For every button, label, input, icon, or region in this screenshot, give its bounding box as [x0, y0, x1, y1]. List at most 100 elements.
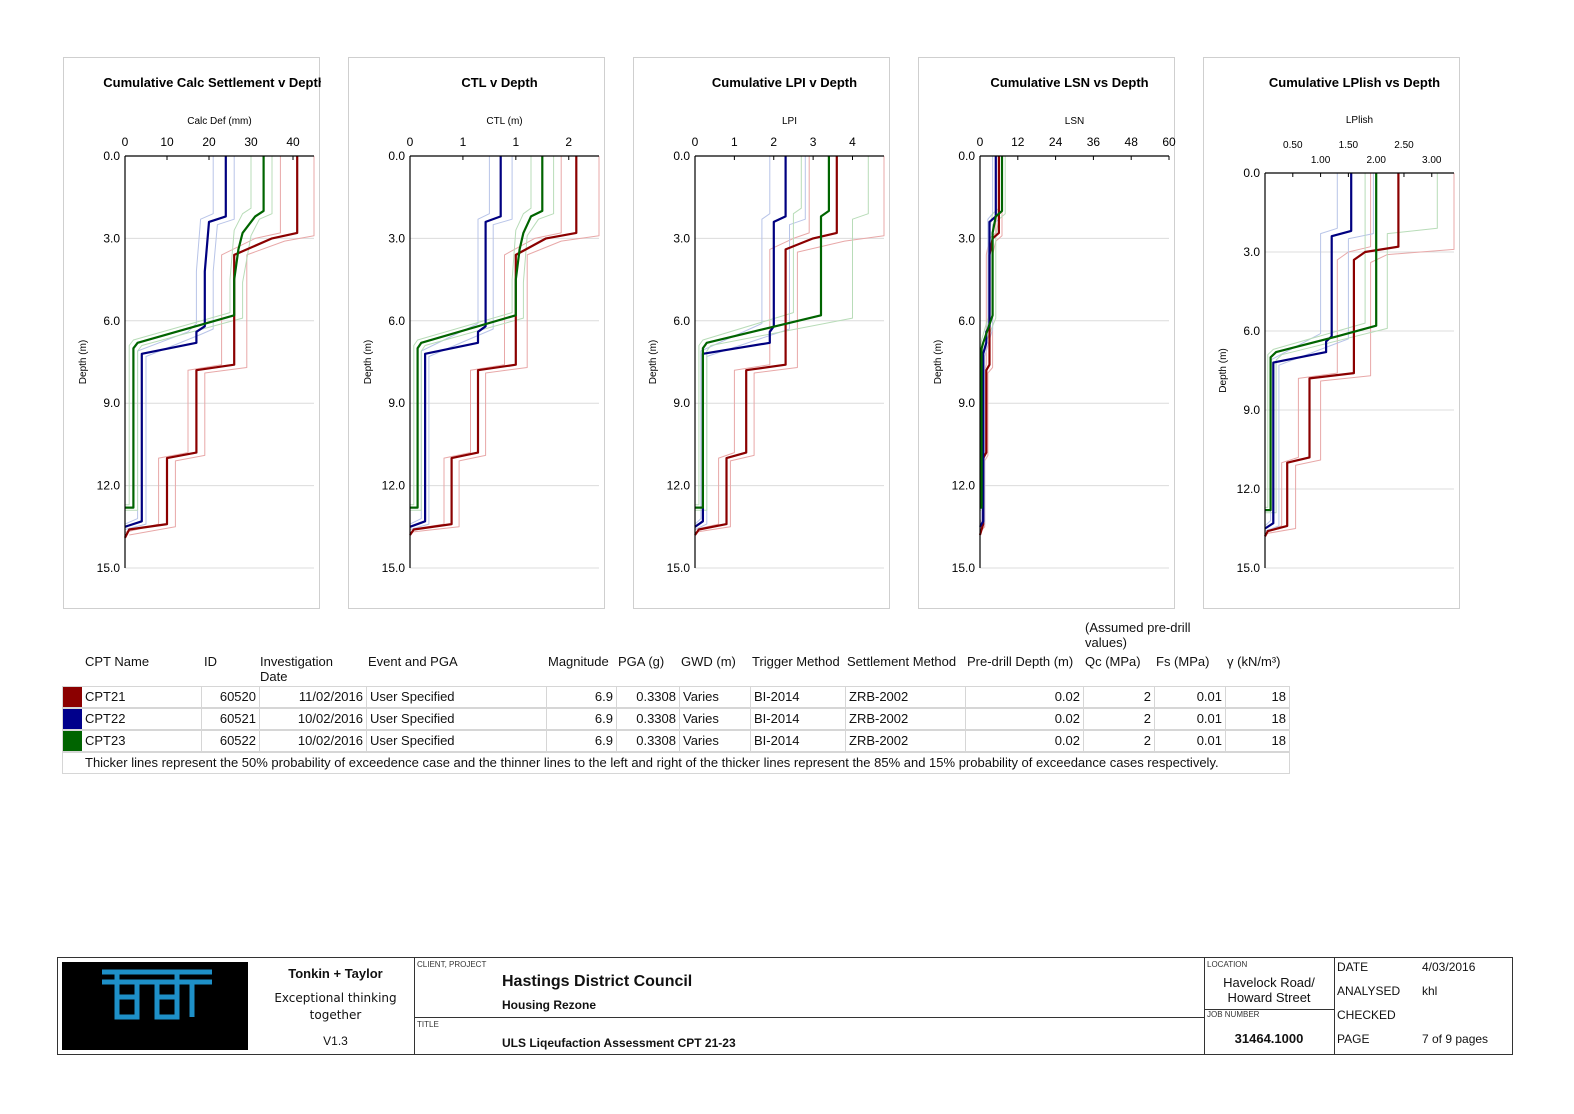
x-axis-label: LPI	[782, 116, 797, 127]
cell-name: CPT21	[82, 687, 202, 707]
y-tick-label: 0.0	[958, 149, 975, 163]
cell-trigger: BI-2014	[751, 709, 846, 729]
location-label: LOCATION	[1207, 960, 1248, 969]
divider	[1334, 958, 1335, 1054]
date-value: 4/03/2016	[1422, 960, 1476, 974]
cell-fs: 0.01	[1155, 731, 1226, 751]
client-label: CLIENT, PROJECT	[417, 960, 487, 969]
x-axis-label: Calc Def (mm)	[187, 116, 251, 127]
company-tagline: Exceptional thinking together	[274, 991, 397, 1022]
divider	[414, 958, 415, 1054]
y-axis-label: Depth (m)	[933, 340, 944, 384]
chart-panel-settlement: Cumulative Calc Settlement v Depth Calc D…	[63, 57, 321, 609]
company-name: Tonkin + Taylor	[288, 966, 383, 981]
x-tick-label: 0	[122, 135, 129, 149]
x-tick-label: 1.00	[1311, 155, 1331, 166]
x-tick-label: 10	[160, 135, 174, 149]
y-tick-label: 6.0	[103, 314, 120, 328]
cell-id: 60520	[202, 687, 260, 707]
header-investigation-date: Investigation Date	[260, 654, 333, 684]
cell-name: CPT22	[82, 709, 202, 729]
x-tick-label: 3	[810, 135, 817, 149]
x-tick-label: 1.50	[1339, 140, 1359, 151]
cell-fs: 0.01	[1155, 709, 1226, 729]
cell-gwd: Varies	[680, 709, 751, 729]
y-tick-label: 12.0	[952, 479, 976, 493]
series-line	[124, 156, 214, 525]
series-swatch	[63, 709, 82, 729]
y-tick-label: 9.0	[673, 396, 690, 410]
y-tick-label: 0.0	[1243, 166, 1260, 180]
series-line	[125, 156, 265, 509]
y-tick-label: 15.0	[952, 561, 976, 575]
cell-event: User Specified	[367, 731, 547, 751]
series-line	[124, 156, 299, 539]
header-id: ID	[204, 654, 217, 669]
cell-magnitude: 6.9	[547, 731, 617, 751]
series-line	[124, 156, 281, 533]
x-axis-label: CTL (m)	[486, 116, 522, 127]
y-tick-label: 6.0	[1243, 324, 1260, 338]
divider	[1204, 958, 1205, 1054]
chart-svg: Cumulative LPI v Depth LPI Depth (m) 0 1 2 3 4 0…	[648, 75, 885, 575]
cell-predrill: 0.02	[966, 709, 1084, 729]
series-line	[124, 156, 235, 530]
y-tick-label: 12.0	[1237, 482, 1261, 496]
x-tick-label: 0	[977, 135, 984, 149]
header-pga: PGA (g)	[618, 654, 665, 669]
y-tick-label: 12.0	[382, 479, 406, 493]
x-axis-label: LSN	[1065, 116, 1084, 127]
cell-id: 60521	[202, 709, 260, 729]
project-name: Housing Rezone	[502, 998, 597, 1012]
series-line	[1264, 173, 1455, 535]
page-value: 7 of 9 pages	[1422, 1032, 1489, 1046]
x-tick-label: 0.50	[1283, 140, 1303, 151]
y-axis-label: Depth (m)	[648, 340, 659, 384]
header-gamma: γ (kN/m³)	[1227, 654, 1281, 669]
series-line	[125, 156, 252, 506]
series-line	[695, 156, 869, 511]
y-tick-label: 12.0	[667, 479, 691, 493]
cell-pga: 0.3308	[617, 709, 680, 729]
cell-trigger: BI-2014	[751, 687, 846, 707]
table-row: CPT21 60520 11/02/2016 User Specified 6.…	[62, 686, 1290, 708]
cell-settlement: ZRB-2002	[846, 731, 966, 751]
chart-title: CTL v Depth	[461, 75, 537, 90]
chart-svg: Cumulative Calc Settlement v Depth Calc D…	[78, 75, 321, 575]
series-line	[1265, 173, 1366, 508]
y-tick-label: 9.0	[103, 396, 120, 410]
series-line	[694, 156, 806, 530]
table-row: CPT23 60522 10/02/2016 User Specified 6.…	[62, 730, 1290, 752]
analysed-label: ANALYSED	[1337, 984, 1401, 998]
series-line	[410, 156, 532, 506]
version: V1.3	[323, 1034, 348, 1048]
checked-label: CHECKED	[1337, 1008, 1396, 1022]
cell-pga: 0.3308	[617, 731, 680, 751]
y-tick-label: 3.0	[673, 231, 690, 245]
x-tick-label: 3.00	[1422, 155, 1442, 166]
series-line	[409, 156, 562, 530]
y-tick-label: 0.0	[388, 149, 405, 163]
header-qc: Qc (MPa)	[1085, 654, 1141, 669]
x-tick-label: 36	[1087, 135, 1101, 149]
x-tick-label: 24	[1049, 135, 1063, 149]
x-tick-label: 2.00	[1366, 155, 1386, 166]
chart-title: Cumulative Calc Settlement v Depth	[103, 75, 321, 90]
assumed-note: (Assumed pre-drill values)	[1085, 620, 1191, 650]
cell-settlement: ZRB-2002	[846, 687, 966, 707]
chart-panel-lsn: Cumulative LSN vs Depth LSN Depth (m) 0 12 24…	[918, 57, 1176, 609]
date-label: DATE	[1337, 960, 1369, 974]
series-line	[409, 156, 502, 528]
y-tick-label: 0.0	[103, 149, 120, 163]
series-line	[1264, 173, 1374, 532]
y-tick-label: 15.0	[97, 561, 121, 575]
chart-title: Cumulative LPI v Depth	[712, 75, 857, 90]
job-number: 31464.1000	[1234, 1031, 1304, 1046]
series-line	[1264, 173, 1372, 532]
series-line	[129, 156, 315, 536]
company-logo	[62, 962, 248, 1050]
x-axis-label: LPlish	[1346, 115, 1373, 126]
series-line	[409, 156, 490, 525]
header-event-pga: Event and PGA	[368, 654, 458, 669]
series-line	[409, 156, 578, 536]
